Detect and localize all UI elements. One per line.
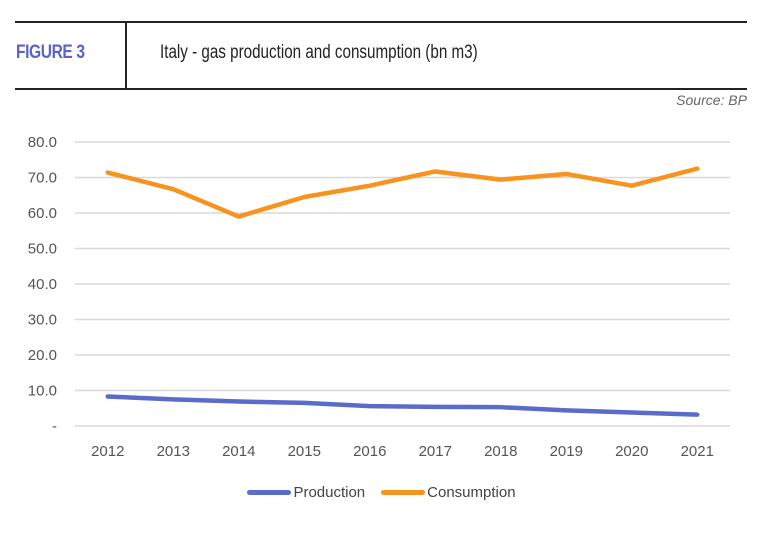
y-tick-label: 20.0	[28, 347, 57, 364]
header-divider	[125, 22, 127, 89]
legend-swatch-consumption	[381, 490, 426, 495]
x-tick-label: 2015	[288, 443, 321, 460]
x-axis-ticks: 2012 2013 2014 2015 2016 2017 2018 2019 2020 2021	[91, 443, 714, 460]
x-tick-label: 2014	[222, 443, 255, 460]
header-top-rule	[15, 21, 747, 23]
x-tick-label: 2016	[353, 443, 386, 460]
legend: Production Consumption	[0, 484, 763, 501]
y-tick-label: 80.0	[28, 134, 57, 151]
x-tick-label: 2013	[157, 443, 190, 460]
series-line-consumption	[105, 166, 700, 219]
y-tick-label: 70.0	[28, 170, 57, 187]
figure-label: FIGURE 3	[16, 42, 85, 63]
y-tick-label: 30.0	[28, 312, 57, 329]
y-tick-label: 60.0	[28, 205, 57, 222]
x-tick-label: 2012	[91, 443, 124, 460]
y-tick-label: 10.0	[28, 383, 57, 400]
legend-item-consumption: Consumption	[381, 484, 516, 501]
x-tick-label: 2019	[550, 443, 583, 460]
x-tick-label: 2017	[419, 443, 452, 460]
legend-item-production: Production	[247, 484, 365, 501]
header-bottom-rule	[15, 88, 747, 90]
y-tick-label: 50.0	[28, 241, 57, 258]
y-tick-label: 40.0	[28, 276, 57, 293]
source-note: Source: BP	[676, 92, 747, 108]
x-tick-label: 2020	[615, 443, 648, 460]
y-tick-label: -	[52, 418, 57, 435]
legend-swatch-production	[247, 490, 292, 495]
series-line-production	[105, 394, 700, 417]
x-tick-label: 2021	[681, 443, 714, 460]
legend-label-consumption: Consumption	[427, 484, 516, 501]
legend-label-production: Production	[293, 484, 366, 501]
y-axis-ticks: - 10.0 20.0 30.0 40.0 50.0 60.0 70.0 80.0	[28, 134, 57, 435]
x-tick-label: 2018	[484, 443, 517, 460]
figure-title: Italy - gas production and consumption (…	[160, 42, 478, 63]
series-lines	[105, 166, 700, 417]
